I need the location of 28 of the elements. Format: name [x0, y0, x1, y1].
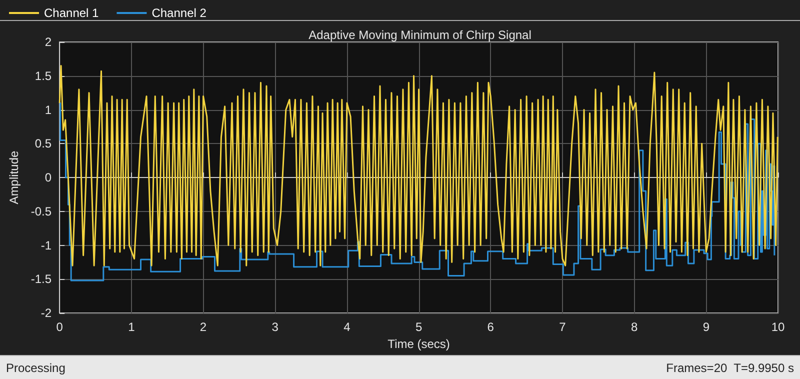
y-tick-label: -1.5 — [30, 272, 52, 286]
y-tick-label: 1 — [44, 102, 52, 117]
legend-label: Channel 2 — [152, 6, 207, 20]
y-tick-label: 0.5 — [34, 136, 52, 151]
x-tick-label: 6 — [487, 320, 494, 334]
x-tick-label: 7 — [559, 320, 566, 334]
text: Frames=20 T=9.9950 s — [666, 361, 794, 375]
y-tick-label: -2 — [40, 306, 52, 320]
x-tick-label: 9 — [702, 320, 710, 334]
y-tick-label: -0.5 — [30, 204, 52, 218]
legend-label: Channel 1 — [44, 6, 100, 20]
x-tick-label: 1 — [128, 320, 136, 334]
y-tick-label: 1.5 — [34, 68, 52, 83]
y-tick-label: -1 — [40, 238, 52, 252]
x-axis-title: Time (secs) — [388, 336, 450, 351]
x-tick-label: 10 — [771, 320, 785, 334]
x-tick-label: 2 — [200, 320, 207, 334]
y-tick-label: 2 — [44, 35, 52, 49]
y-axis-title: Amplitude — [7, 150, 21, 204]
text: Processing — [6, 361, 66, 375]
x-tick-label: 0 — [56, 320, 64, 334]
line-series — [58, 64, 778, 266]
x-tick-label: 5 — [415, 320, 422, 334]
x-tick-label: 3 — [272, 320, 279, 334]
chart-title: Adaptive Moving Minimum of Chirp Signal — [308, 28, 532, 42]
y-tick-label: 0 — [44, 170, 52, 184]
x-tick-label: 8 — [630, 320, 638, 334]
x-tick-label: 4 — [344, 320, 351, 334]
